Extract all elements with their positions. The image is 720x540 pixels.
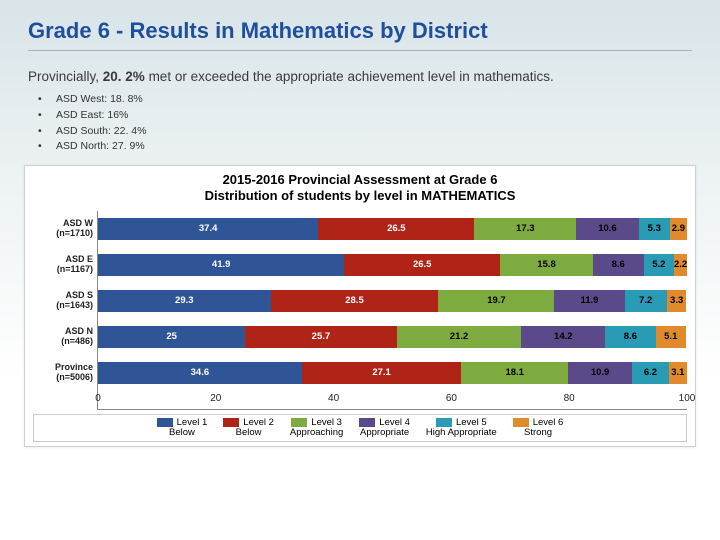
chart-card: 2015-2016 Provincial Assessment at Grade… [24, 165, 696, 447]
subtitle-prefix: Provincially, [28, 69, 103, 84]
bar-segment: 25.7 [245, 326, 396, 348]
subtitle: Provincially, 20. 2% met or exceeded the… [28, 69, 692, 84]
bullet-item: •ASD North: 27. 9% [38, 139, 692, 155]
bar-segment: 29.3 [98, 290, 271, 312]
legend: Level 1Below Level 2Below Level 3Approachi… [33, 414, 687, 443]
legend-item: Level 4Appropriate [359, 418, 410, 439]
bar-segment: 19.7 [438, 290, 554, 312]
chart-title: 2015-2016 Provincial Assessment at Grade… [33, 172, 687, 205]
bar-segment: 6.2 [632, 362, 669, 384]
y-category-label: ASD E(n=1167) [33, 247, 97, 283]
legend-swatch [291, 418, 307, 427]
bar-segment: 2.2 [674, 254, 687, 276]
bar-segment: 3.3 [667, 290, 686, 312]
bar-segment: 34.6 [98, 362, 302, 384]
legend-swatch [359, 418, 375, 427]
x-tick: 40 [328, 393, 339, 404]
bullet-item: •ASD West: 18. 8% [38, 92, 692, 108]
legend-item: Level 2Below [223, 418, 274, 439]
x-tick: 100 [679, 393, 696, 404]
legend-item: Level 3Approaching [290, 418, 343, 439]
legend-swatch [436, 418, 452, 427]
bar-segment: 21.2 [397, 326, 522, 348]
bar-segment: 18.1 [461, 362, 568, 384]
y-category-label: Province(n=5006) [33, 355, 97, 391]
legend-item: Level 5High Appropriate [426, 418, 497, 439]
bar-segment: 8.6 [593, 254, 644, 276]
bar-row: 41.926.515.88.65.22.2 [98, 247, 687, 283]
y-axis-labels: ASD W(n=1710)ASD E(n=1167)ASD S(n=1643)A… [33, 211, 97, 410]
bar-segment: 14.2 [521, 326, 605, 348]
x-tick: 80 [564, 393, 575, 404]
bar-row: 34.627.118.110.96.23.1 [98, 355, 687, 391]
bar-segment: 10.6 [576, 218, 638, 240]
legend-swatch [513, 418, 529, 427]
legend-label-bottom: High Appropriate [426, 428, 497, 438]
subtitle-suffix: met or exceeded the appropriate achievem… [145, 69, 554, 84]
bar-segment: 37.4 [98, 218, 318, 240]
y-category-label: ASD S(n=1643) [33, 283, 97, 319]
bar-segment: 41.9 [98, 254, 344, 276]
legend-label-bottom: Approaching [290, 428, 343, 438]
bar-segment: 28.5 [271, 290, 439, 312]
y-category-label: ASD W(n=1710) [33, 211, 97, 247]
bar-segment: 3.1 [669, 362, 687, 384]
x-axis: 020406080100 [98, 391, 687, 409]
bullet-list: •ASD West: 18. 8%•ASD East: 16%•ASD Sout… [28, 92, 692, 155]
bar-row: 37.426.517.310.65.32.9 [98, 211, 687, 247]
bar-segment: 10.9 [568, 362, 632, 384]
bar-segment: 11.9 [554, 290, 624, 312]
page-title: Grade 6 - Results in Mathematics by Dist… [28, 18, 692, 51]
subtitle-bold: 20. 2% [103, 69, 145, 84]
bar-segment: 7.2 [625, 290, 667, 312]
bar-segment: 8.6 [605, 326, 656, 348]
bar-segment: 17.3 [474, 218, 576, 240]
legend-label-bottom: Appropriate [360, 428, 409, 438]
chart-title-l2: Distribution of students by level in MAT… [33, 188, 687, 204]
plot-area: 37.426.517.310.65.32.941.926.515.88.65.2… [97, 211, 687, 410]
y-category-label: ASD N(n=486) [33, 319, 97, 355]
legend-swatch [223, 418, 239, 427]
legend-label-bottom: Below [169, 428, 195, 438]
x-tick: 60 [446, 393, 457, 404]
bullet-item: •ASD East: 16% [38, 108, 692, 124]
bar-row: 29.328.519.711.97.23.3 [98, 283, 687, 319]
x-tick: 20 [210, 393, 221, 404]
bar-segment: 5.2 [644, 254, 675, 276]
bar-segment: 25 [98, 326, 245, 348]
legend-swatch [157, 418, 173, 427]
bar-segment: 15.8 [500, 254, 593, 276]
legend-item: Level 1Below [157, 418, 208, 439]
legend-item: Level 6Strong [513, 418, 564, 439]
bar-segment: 26.5 [318, 218, 474, 240]
x-tick: 0 [95, 393, 101, 404]
legend-label-bottom: Below [236, 428, 262, 438]
bar-segment: 27.1 [302, 362, 462, 384]
chart-title-l1: 2015-2016 Provincial Assessment at Grade… [33, 172, 687, 188]
bar-segment: 26.5 [344, 254, 500, 276]
bar-segment: 5.3 [639, 218, 670, 240]
bullet-item: •ASD South: 22. 4% [38, 124, 692, 140]
bar-row: 2525.721.214.28.65.1 [98, 319, 687, 355]
bar-segment: 5.1 [656, 326, 686, 348]
bar-segment: 2.9 [670, 218, 687, 240]
legend-label-bottom: Strong [524, 428, 552, 438]
